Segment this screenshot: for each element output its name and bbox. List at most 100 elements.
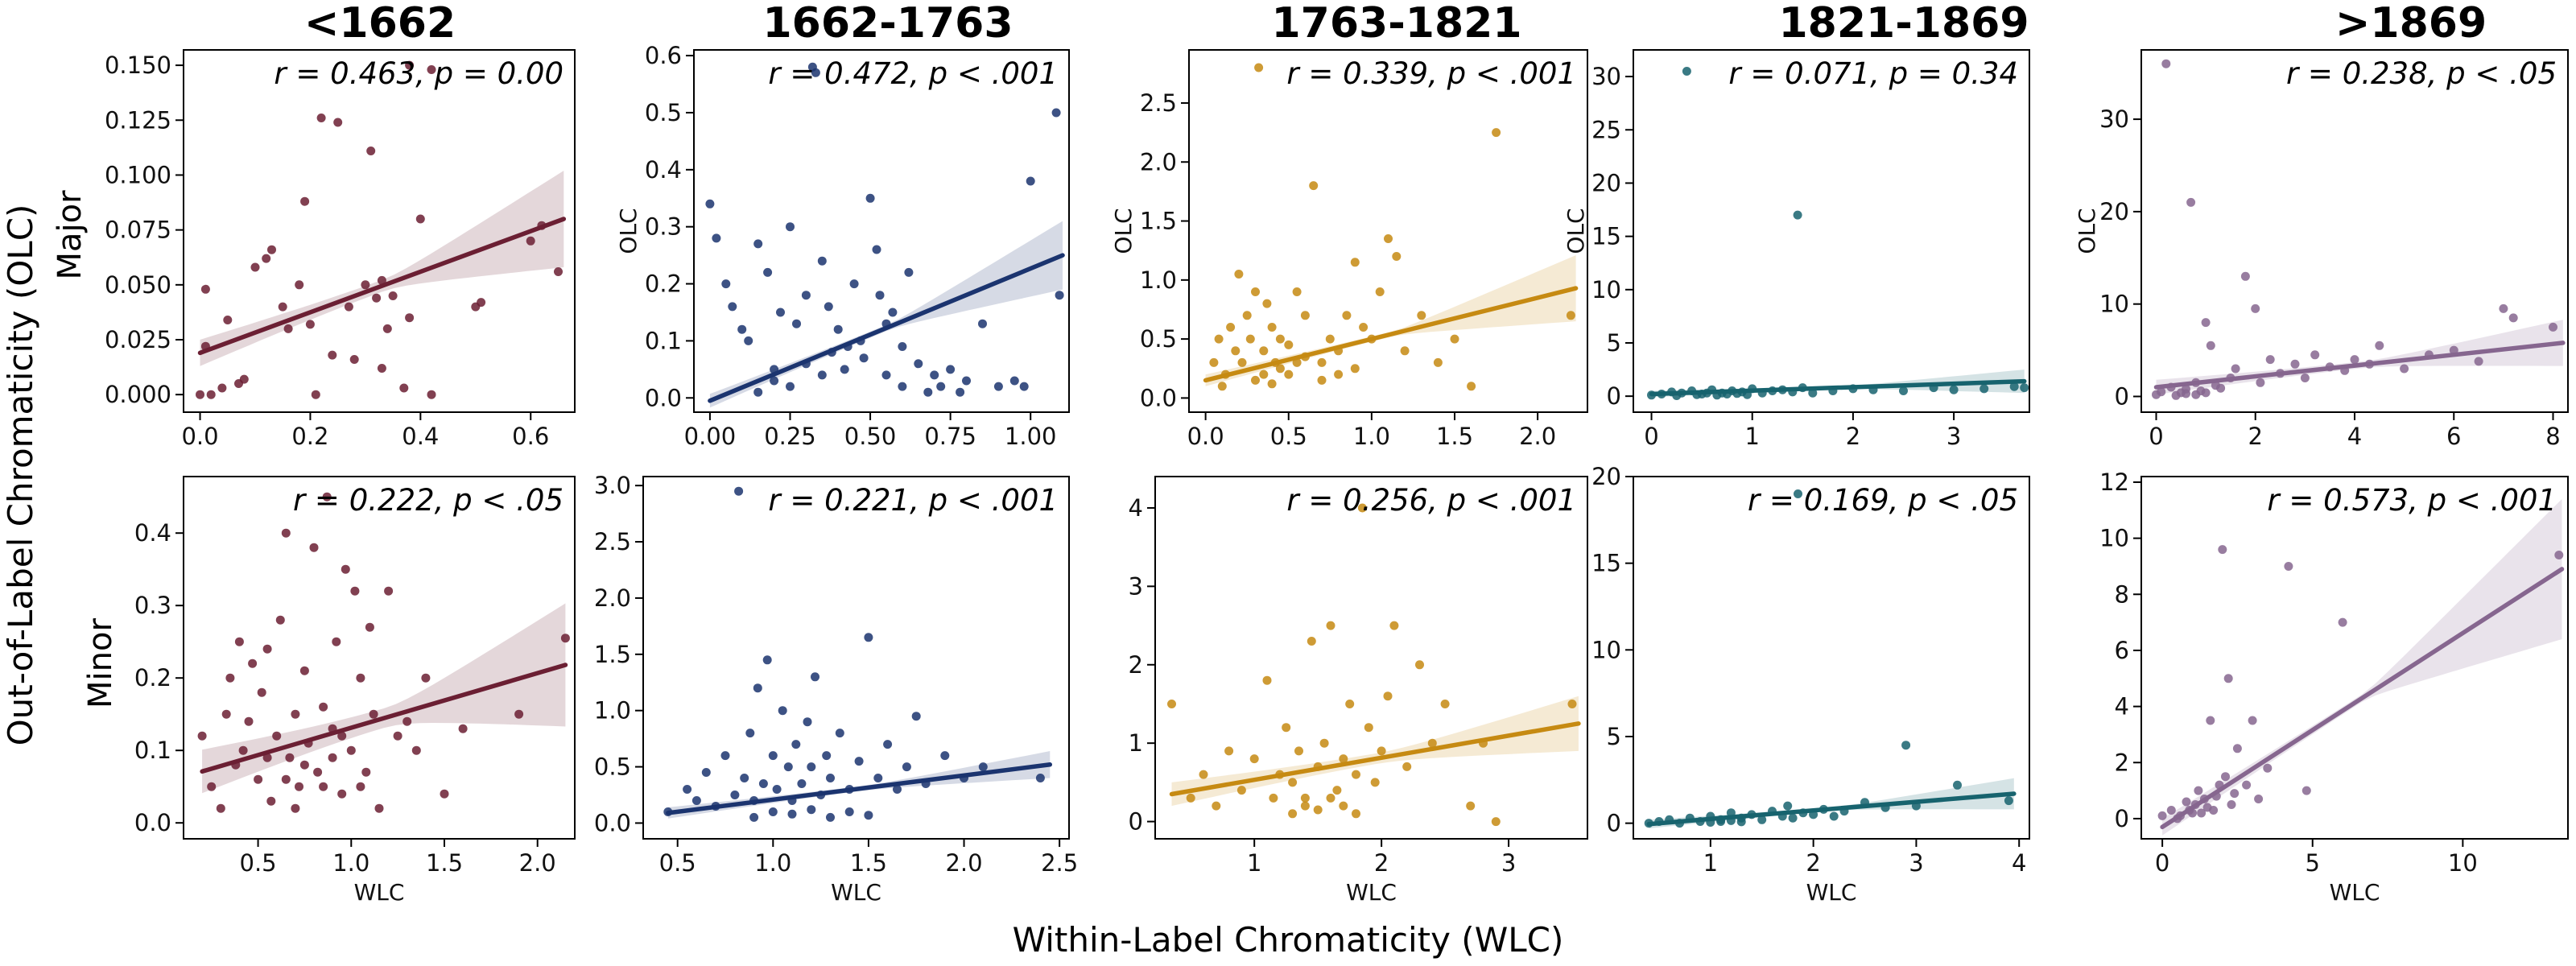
data-point: [225, 673, 235, 683]
confidence-band: [709, 221, 1063, 408]
data-point: [311, 390, 320, 399]
y-tick-label: 1.5: [1140, 208, 1177, 235]
data-point: [993, 382, 1003, 391]
data-point: [811, 672, 819, 682]
data-point: [319, 782, 328, 791]
data-point: [1234, 270, 1244, 279]
data-point: [864, 633, 873, 642]
data-point: [1237, 357, 1247, 367]
y-tick-label: 12: [2099, 469, 2129, 496]
y-tick-label: 20: [1591, 169, 1621, 196]
data-point: [2310, 350, 2320, 360]
data-point: [904, 267, 914, 277]
data-point: [840, 365, 849, 374]
data-point: [2251, 303, 2260, 313]
data-point: [344, 302, 353, 312]
data-point: [1292, 287, 1302, 296]
panel-frame: [1154, 476, 1588, 840]
x-tick-label: 0.0: [181, 423, 218, 450]
data-point: [207, 782, 217, 791]
data-point: [1262, 299, 1272, 308]
data-point: [2256, 378, 2265, 387]
x-tick-label: 0.6: [512, 423, 549, 450]
data-point: [427, 390, 436, 399]
data-point: [2499, 303, 2508, 313]
row-label-major: Major: [52, 190, 89, 280]
x-tick-label: 1.0: [754, 849, 791, 877]
data-point: [2290, 359, 2300, 369]
data-point: [421, 673, 431, 683]
panel-frame: [183, 476, 576, 840]
data-point: [786, 222, 795, 232]
data-point: [291, 803, 300, 813]
data-point: [554, 267, 563, 276]
data-point: [893, 785, 902, 794]
data-point: [946, 365, 956, 374]
panel-frame: [183, 49, 576, 413]
data-point: [2248, 716, 2257, 725]
data-point: [1339, 801, 1348, 811]
data-point: [2209, 806, 2219, 815]
x-tick-label: 1: [1703, 849, 1718, 877]
data-point: [844, 807, 854, 816]
data-point: [768, 751, 778, 761]
data-point: [873, 774, 883, 782]
data-point: [2186, 197, 2196, 207]
data-point: [2232, 744, 2242, 753]
x-axis-label: WLC: [831, 879, 881, 906]
y-tick-label: 0.5: [594, 753, 631, 781]
stat-annotation: r = 0.472, p < .001: [768, 56, 1058, 91]
x-axis-label: WLC: [354, 879, 405, 906]
data-point: [1309, 181, 1319, 191]
data-point: [701, 768, 711, 777]
data-point: [1214, 334, 1224, 344]
data-point: [817, 256, 827, 266]
data-point: [753, 239, 763, 249]
panel-minor-9: 0 5 10 0 2 4 6 8 10 12 r = 0.573, p < .001 WLC: [2099, 469, 2569, 906]
stat-annotation: r = 0.238, p < .05: [2286, 56, 2557, 91]
y-tick-label: 4: [1129, 494, 1143, 522]
data-point: [1400, 346, 1410, 356]
data-point: [405, 60, 415, 70]
data-point: [875, 291, 885, 300]
x-axis-label: WLC: [1806, 879, 1857, 906]
data-point: [2182, 797, 2191, 807]
data-point: [1949, 385, 1959, 394]
data-point: [440, 789, 449, 799]
regression-line: [2160, 567, 2565, 830]
data-point: [526, 236, 535, 246]
data-point: [730, 791, 740, 799]
panel-frame: [1633, 49, 2030, 413]
data-point: [1899, 386, 1908, 395]
data-point: [272, 731, 282, 741]
y-tick-label: 0.1: [134, 737, 171, 764]
data-point: [2009, 382, 2019, 391]
panel-major-2: 0.0 0.5 1.0 1.5 2.0 0.0 0.5 1.0 1.5 2.0 2.5 r = 0.3…: [1110, 49, 1588, 450]
data-point: [1350, 258, 1360, 267]
data-point: [1829, 811, 1839, 821]
data-point: [337, 731, 347, 741]
data-point: [768, 807, 778, 816]
data-point: [275, 615, 285, 625]
y-tick-label: 30: [2099, 105, 2129, 133]
data-point: [1383, 691, 1393, 701]
data-point: [881, 370, 891, 380]
x-tick-label: 1: [1247, 849, 1261, 877]
column-title: >1869: [2335, 0, 2487, 47]
data-point: [2474, 357, 2483, 366]
data-point: [859, 353, 869, 363]
y-tick-label: 5: [1607, 329, 1621, 357]
plot-area: [705, 62, 1065, 408]
data-point: [737, 324, 747, 334]
data-point: [1326, 621, 1335, 630]
x-tick-label: 0: [2149, 423, 2163, 450]
y-tick-label: 0.100: [105, 161, 171, 188]
x-tick-label: 4: [2347, 423, 2362, 450]
data-point: [1307, 637, 1316, 646]
data-point: [1317, 375, 1327, 385]
y-tick-label: 0.150: [105, 52, 171, 79]
data-point: [328, 753, 337, 762]
y-axis-label: OLC: [1110, 208, 1137, 254]
x-axis-label: WLC: [1346, 879, 1397, 906]
data-point: [783, 762, 793, 772]
